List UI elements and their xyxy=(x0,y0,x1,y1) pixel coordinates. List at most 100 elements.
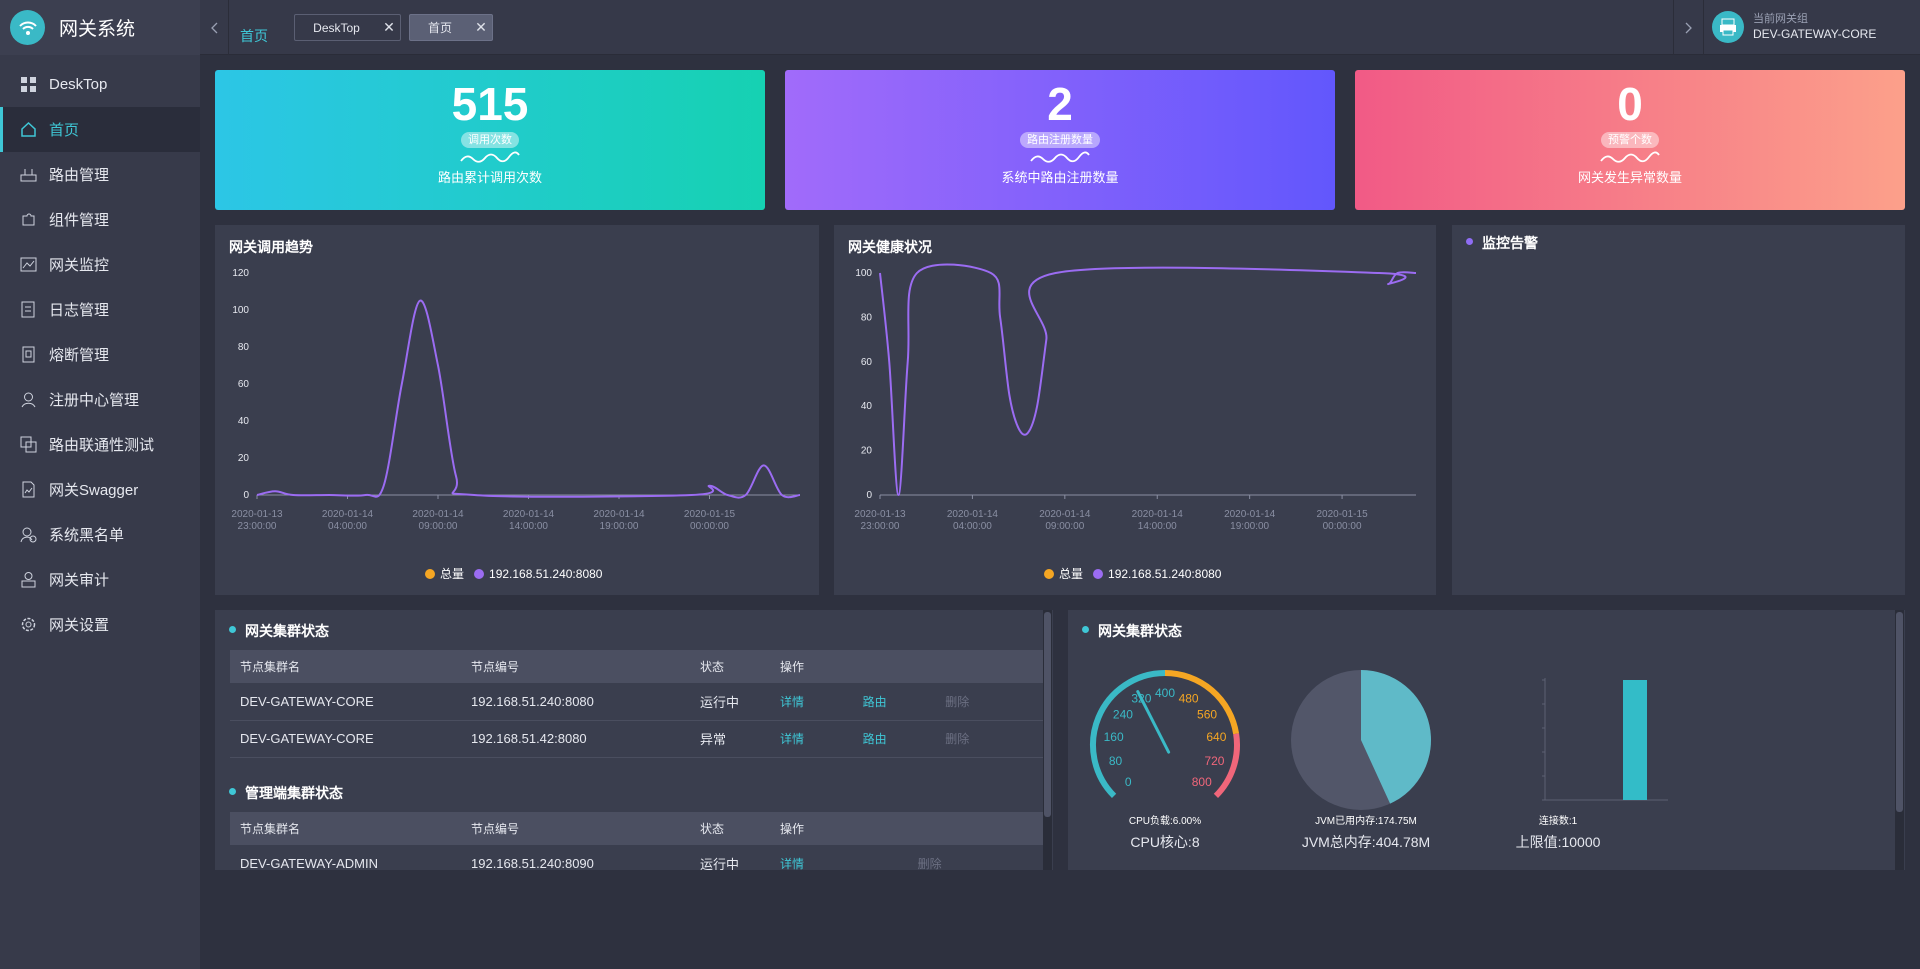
sidebar-item-route-test[interactable]: 路由联通性测试 xyxy=(0,422,200,467)
sidebar-item-label: 网关Swagger xyxy=(49,482,139,499)
stat-desc: 网关发生异常数量 xyxy=(1577,170,1682,185)
column-header: 节点编号 xyxy=(461,812,690,845)
y-tick-label: 0 xyxy=(866,490,872,501)
sidebar-item-label: 注册中心管理 xyxy=(49,392,140,409)
x-tick-label: 2020-01-14 xyxy=(322,509,374,520)
x-tick-label: 2020-01-14 xyxy=(947,509,999,520)
sidebar-item-swagger[interactable]: 网关Swagger xyxy=(0,467,200,512)
sidebar-item-label: 路由联通性测试 xyxy=(49,437,155,454)
x-tick-label: 00:00:00 xyxy=(690,521,729,532)
legend-item-node[interactable]: 192.168.51.240:8080 xyxy=(474,567,602,581)
app-logo: 网关系统 xyxy=(0,0,200,55)
tab-desktop[interactable]: DeskTop ✕ xyxy=(294,14,401,41)
stat-card-routes: 2 路由注册数量 系统中路由注册数量 xyxy=(785,70,1335,210)
cpu-load-label: CPU负载:6.00% xyxy=(1128,816,1202,827)
sidebar-item-label: 熔断管理 xyxy=(49,347,110,364)
stat-desc: 路由累计调用次数 xyxy=(437,170,542,185)
wave-icon xyxy=(1030,151,1090,163)
legend-label: 192.168.51.240:8080 xyxy=(489,566,603,581)
scrollbar-thumb[interactable] xyxy=(1896,612,1903,812)
y-tick-label: 20 xyxy=(861,446,873,457)
route-link[interactable]: 路由 xyxy=(862,694,887,709)
sidebar-item-label: 网关设置 xyxy=(49,617,110,634)
gateway-group-value: DEV-GATEWAY-CORE xyxy=(1753,27,1877,41)
pie-slice-used xyxy=(1361,670,1431,804)
system-metrics-panel: 网关集群状态 080160240320400480560640720800 CP… xyxy=(1068,610,1905,870)
detail-link[interactable]: 详情 xyxy=(780,732,805,746)
sidebar-item-label: DeskTop xyxy=(49,76,108,93)
chart-legend: 总量 192.168.51.240:8080 xyxy=(1044,565,1231,582)
delete-link[interactable]: 删除 xyxy=(945,694,970,709)
gauge-tick-label: 560 xyxy=(1197,707,1217,721)
sidebar-item-blacklist[interactable]: 系统黑名单 xyxy=(0,512,200,557)
gauge-tick-label: 400 xyxy=(1155,686,1175,700)
x-tick-label: 04:00:00 xyxy=(328,521,367,532)
sidebar-item-desktop[interactable]: DeskTop xyxy=(0,62,200,107)
gauge-pointer xyxy=(1136,690,1171,754)
sidebar-item-log-mgmt[interactable]: 日志管理 xyxy=(0,287,200,332)
admin-cluster-table: 节点集群名 节点编号 状态 操作 DEV-GATEWAY-ADMIN 192.1… xyxy=(230,812,1043,870)
home-icon xyxy=(19,120,38,139)
panel-title: 网关集群状态 xyxy=(229,621,329,641)
cell-node-id: 192.168.51.240:8090 xyxy=(461,845,690,870)
legend-item-node[interactable]: 192.168.51.240:8080 xyxy=(1093,567,1221,581)
chevron-right-icon[interactable] xyxy=(1673,0,1704,55)
monitor-chart-icon xyxy=(19,255,38,274)
sidebar-item-gateway-monitor[interactable]: 网关监控 xyxy=(0,242,200,287)
stat-value: 0 xyxy=(1617,78,1643,130)
gateway-group-selector[interactable]: 当前网关组 DEV-GATEWAY-CORE xyxy=(1712,11,1876,43)
cluster-table: 节点集群名 节点编号 状态 操作 DEV-GATEWAY-CORE 192.16… xyxy=(230,650,1043,758)
cluster-status-panel: 网关集群状态 节点集群名 节点编号 状态 操作 DEV-GATEWAY-CORE… xyxy=(215,610,1053,870)
detail-link[interactable]: 详情 xyxy=(780,694,805,709)
panel-title: 网关调用趋势 xyxy=(229,239,313,255)
sidebar-item-label: 网关监控 xyxy=(49,257,110,274)
sidebar-item-registry-mgmt[interactable]: 注册中心管理 xyxy=(0,377,200,422)
stat-pill: 调用次数 xyxy=(461,132,519,148)
y-tick-label: 100 xyxy=(855,268,872,279)
x-tick-label: 2020-01-14 xyxy=(1132,509,1184,520)
sidebar-item-label: 网关审计 xyxy=(49,572,110,589)
delete-link[interactable]: 删除 xyxy=(945,732,970,746)
jvm-used-label: JVM已用内存:174.75M xyxy=(1315,816,1417,827)
fuse-icon xyxy=(19,345,38,364)
column-header: 操作 xyxy=(770,812,1043,845)
user-icon xyxy=(19,390,38,409)
detail-link[interactable]: 详情 xyxy=(780,856,805,870)
cpu-gauge: 080160240320400480560640720800 xyxy=(1090,670,1240,799)
sidebar-item-route-mgmt[interactable]: 路由管理 xyxy=(0,152,200,197)
chart-legend: 总量 192.168.51.240:8080 xyxy=(425,565,612,582)
legend-item-total[interactable]: 总量 xyxy=(425,565,464,582)
scrollbar-thumb[interactable] xyxy=(1044,612,1051,817)
legend-dot xyxy=(474,568,485,579)
sidebar-item-component-mgmt[interactable]: 组件管理 xyxy=(0,197,200,242)
breadcrumb[interactable]: 首页 xyxy=(240,28,268,44)
printer-server-icon xyxy=(1712,11,1744,43)
chevron-left-icon[interactable] xyxy=(200,0,229,55)
sidebar-item-audit[interactable]: 网关审计 xyxy=(0,557,200,602)
legend-label: 总量 xyxy=(1059,567,1084,581)
sidebar-item-settings[interactable]: 网关设置 xyxy=(0,602,200,647)
tab-home[interactable]: 首页 ✕ xyxy=(409,14,493,41)
column-header: 操作 xyxy=(770,650,1043,683)
series-line xyxy=(879,263,1417,497)
y-tick-label: 80 xyxy=(861,312,873,323)
cell-node-id: 192.168.51.240:8080 xyxy=(461,683,690,721)
y-tick-label: 100 xyxy=(232,305,249,316)
sidebar-item-home[interactable]: 首页 xyxy=(0,107,200,152)
legend-dot xyxy=(1044,568,1054,579)
close-icon[interactable]: ✕ xyxy=(383,19,395,35)
x-tick-label: 2020-01-14 xyxy=(503,509,555,520)
route-link[interactable]: 路由 xyxy=(862,732,887,746)
connections-bar xyxy=(1623,680,1647,800)
delete-link[interactable]: 删除 xyxy=(917,856,942,870)
x-tick-label: 04:00:00 xyxy=(953,521,992,532)
document-icon xyxy=(19,480,38,499)
y-tick-label: 80 xyxy=(238,342,250,353)
cell-status: 异常 xyxy=(690,720,770,758)
connections-limit-label: 上限值:10000 xyxy=(1515,834,1601,850)
sidebar-item-fuse-mgmt[interactable]: 熔断管理 xyxy=(0,332,200,377)
cell-status: 运行中 xyxy=(690,683,770,721)
close-icon[interactable]: ✕ xyxy=(475,19,487,35)
legend-item-total[interactable]: 总量 xyxy=(1044,565,1083,582)
